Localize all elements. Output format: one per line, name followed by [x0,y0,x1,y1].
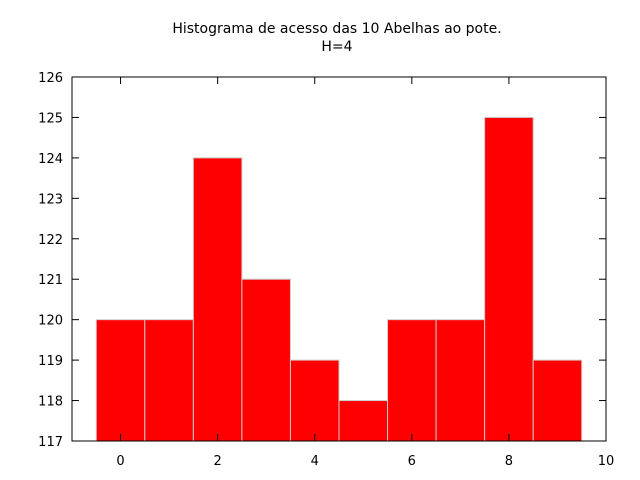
bar-7 [435,319,486,442]
y-tick-label: 121 [38,273,63,288]
x-tick-label: 6 [408,454,416,469]
bar-8 [484,116,534,442]
bar-3 [241,278,291,442]
y-tick-label: 126 [38,71,63,86]
plot-frame [71,76,607,442]
y-tick-label: 122 [38,233,63,248]
x-tick-label: 2 [213,454,221,469]
bar-1 [144,319,194,442]
bar-2 [192,157,243,442]
y-axis-ticks: 117 118 119 120 121 122 123 124 125 126 [38,71,606,450]
y-tick-label: 117 [38,435,63,450]
bar-5 [338,400,389,442]
bar-6 [387,319,437,442]
y-tick-label: 124 [38,152,63,167]
y-tick-label: 119 [38,354,63,369]
y-tick-label: 123 [38,192,63,207]
chart-subtitle: H=4 [321,39,352,55]
x-axis-ticks: 0 2 4 6 8 10 [116,77,614,469]
x-tick-label: 8 [505,454,513,469]
x-tick-label: 10 [598,454,615,469]
y-tick-label: 125 [38,111,63,126]
bar-9 [532,359,583,442]
chart-title: Histograma de acesso das 10 Abelhas ao p… [172,21,501,37]
x-tick-label: 4 [311,454,319,469]
y-tick-label: 118 [38,395,63,410]
bar-0 [95,319,146,442]
axes-group [71,76,607,442]
y-tick-label: 120 [38,314,63,329]
x-tick-label: 0 [116,454,124,469]
bar-4 [289,359,340,442]
bars-group [95,116,583,442]
